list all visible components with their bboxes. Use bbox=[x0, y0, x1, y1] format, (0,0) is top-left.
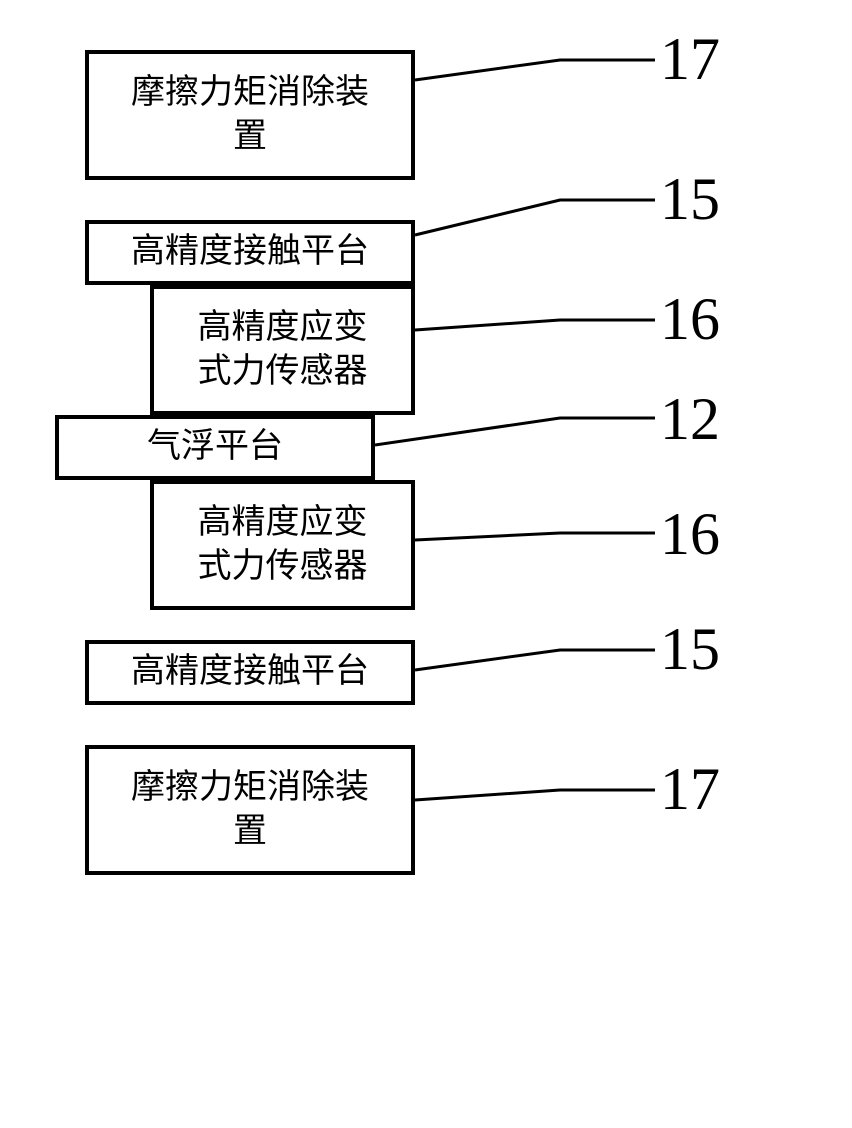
leader-line bbox=[375, 418, 655, 445]
leader-lines bbox=[0, 0, 852, 1128]
ref-label-16: 16 bbox=[660, 500, 720, 569]
leader-line bbox=[415, 60, 655, 80]
ref-label-12: 12 bbox=[660, 385, 720, 454]
block-diagram: 摩擦力矩消除装置高精度接触平台高精度应变式力传感器气浮平台高精度应变式力传感器高… bbox=[0, 0, 852, 1128]
leader-line bbox=[415, 650, 655, 670]
leader-line bbox=[415, 200, 655, 235]
leader-line bbox=[415, 533, 655, 540]
ref-label-17: 17 bbox=[660, 755, 720, 824]
ref-label-15: 15 bbox=[660, 165, 720, 234]
ref-label-17: 17 bbox=[660, 25, 720, 94]
leader-line bbox=[415, 790, 655, 800]
ref-label-16: 16 bbox=[660, 285, 720, 354]
leader-line bbox=[415, 320, 655, 330]
ref-label-15: 15 bbox=[660, 615, 720, 684]
